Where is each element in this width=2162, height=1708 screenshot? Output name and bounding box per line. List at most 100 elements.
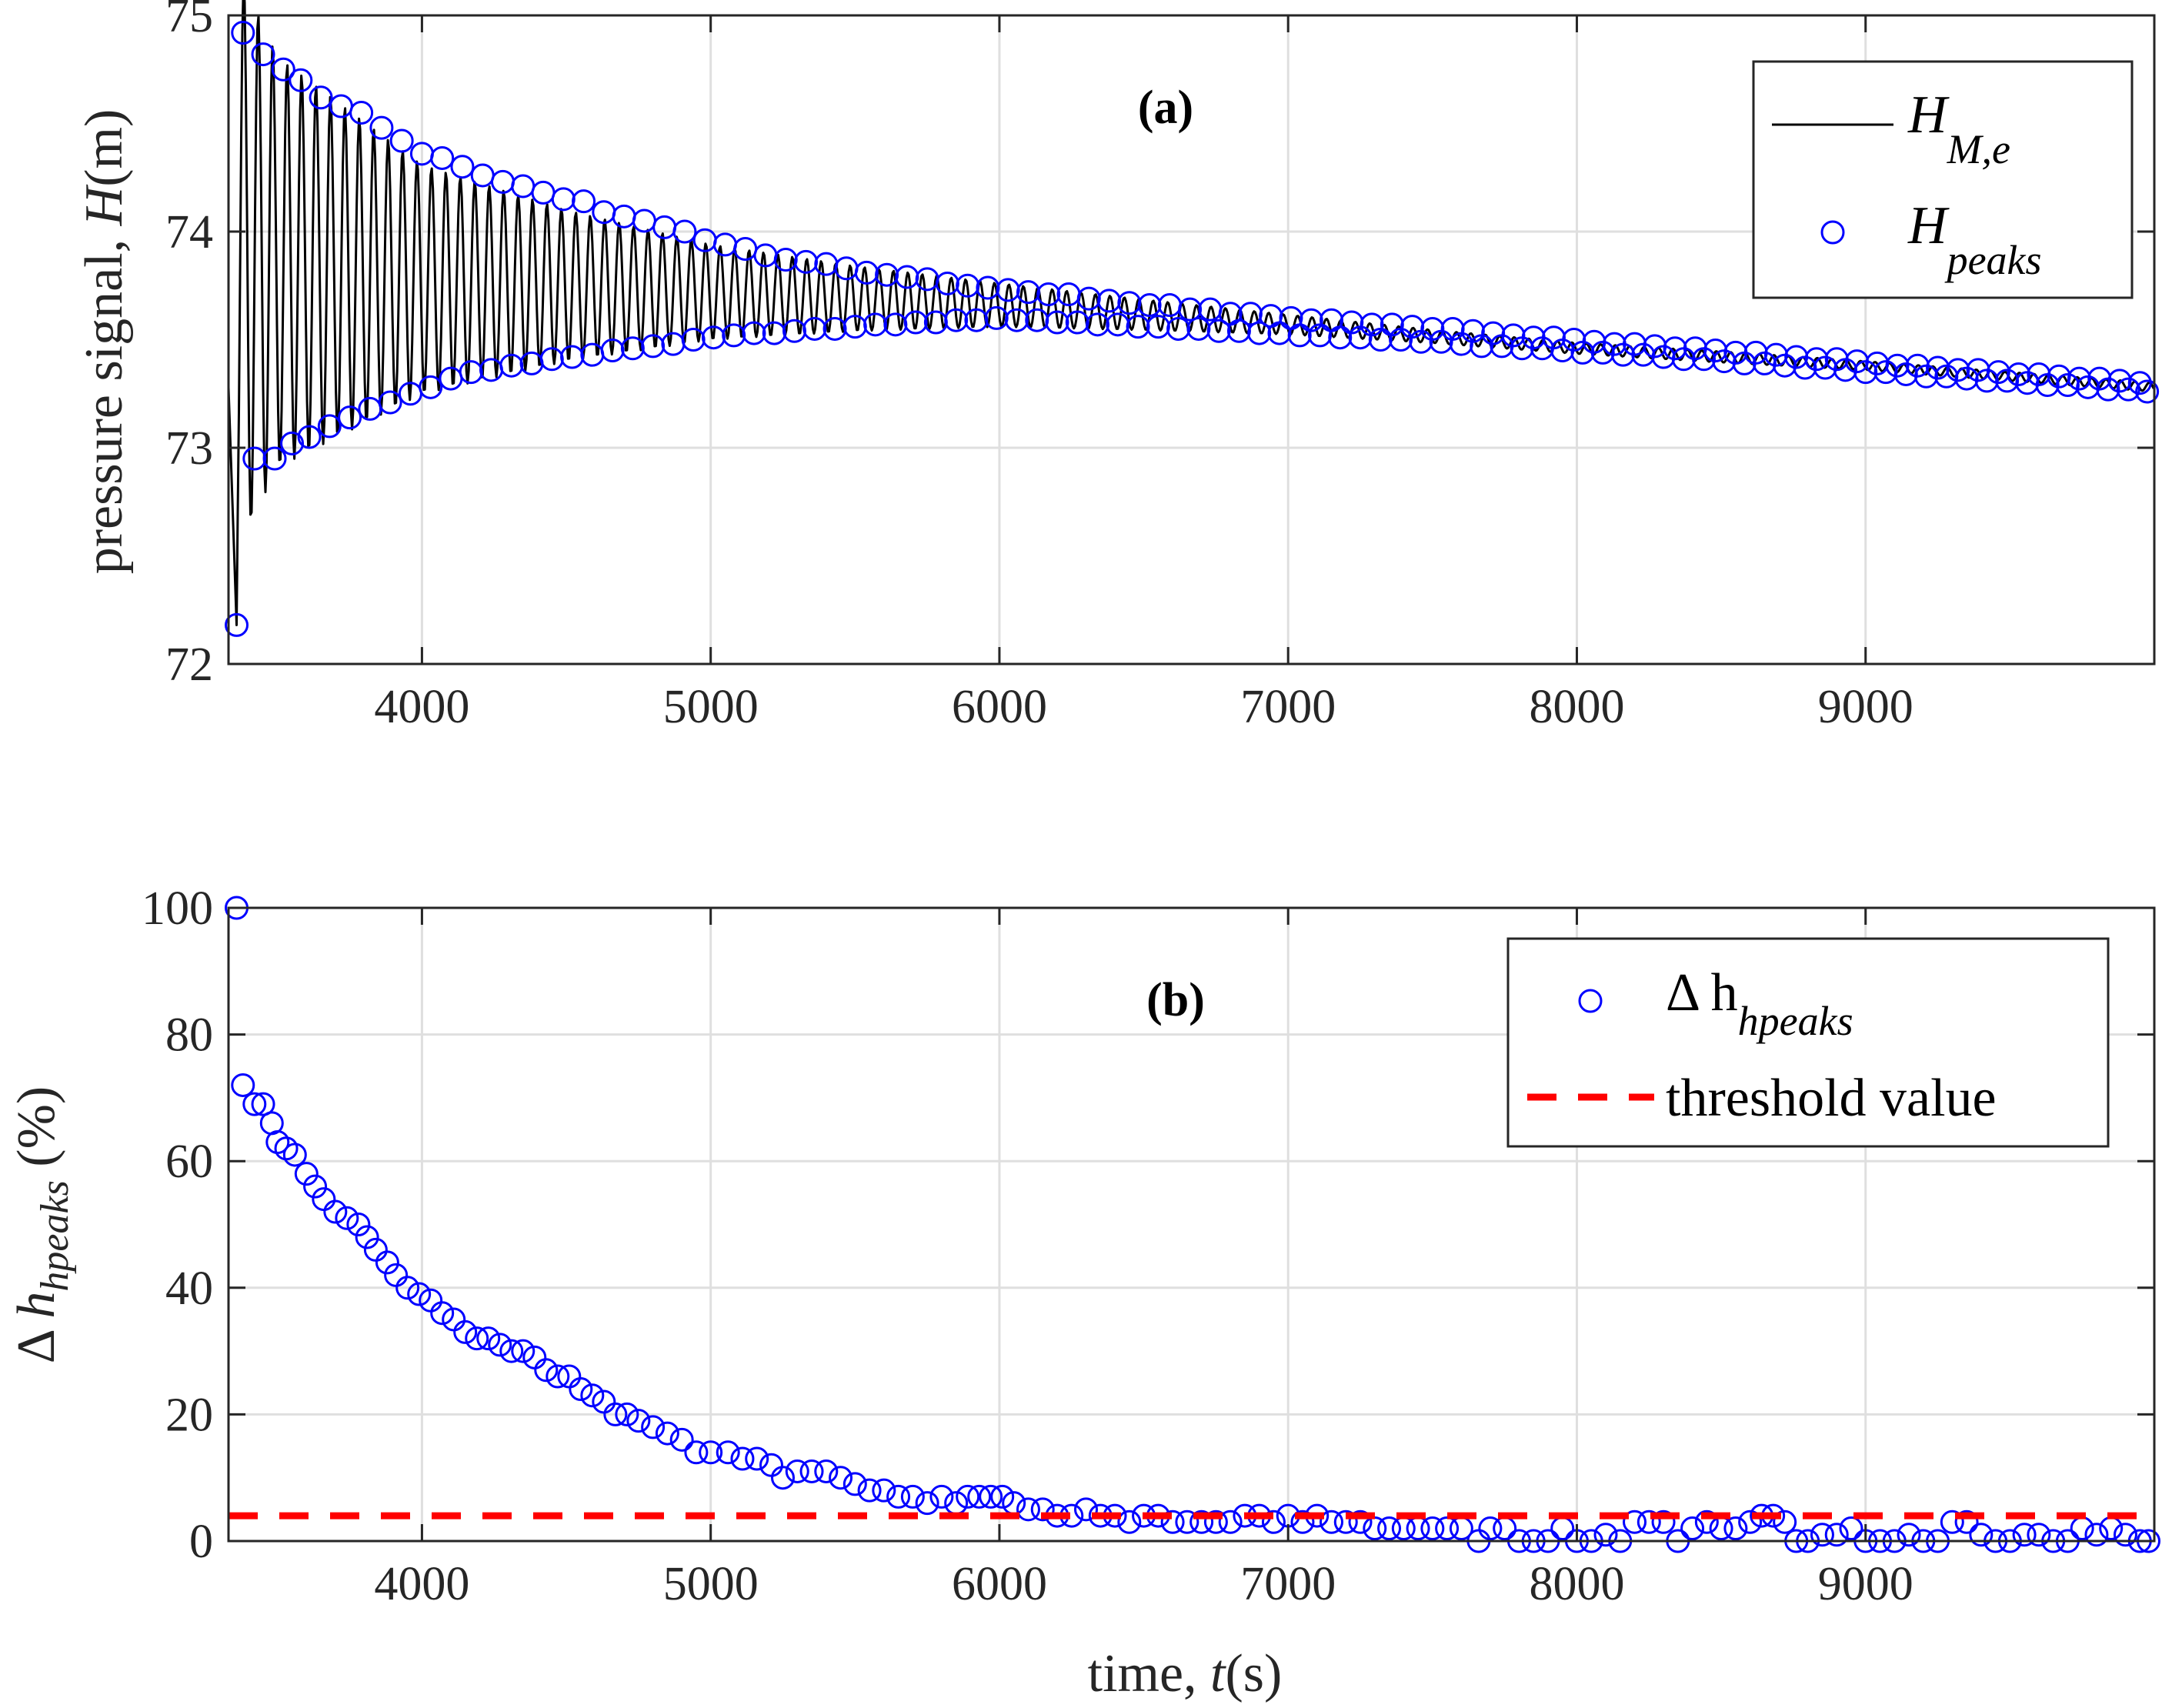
delta-h-marker bbox=[1824, 1523, 1849, 1547]
x-label-text: time, bbox=[1088, 1644, 1210, 1703]
delta-h-marker bbox=[716, 1440, 740, 1465]
delta-h-marker bbox=[2027, 1523, 2051, 1547]
delta-h-marker bbox=[1203, 1510, 1228, 1534]
legend-circle-swatch bbox=[1820, 220, 1845, 245]
legend-circle-swatch bbox=[1578, 989, 1603, 1013]
lower-peak-marker bbox=[1974, 369, 1999, 393]
legend-sub: peaks bbox=[1944, 237, 2042, 283]
upper-peak-marker bbox=[572, 189, 596, 214]
panel-b-label: (b) bbox=[1146, 974, 1205, 1026]
lower-peak-marker bbox=[262, 446, 287, 471]
delta-h-marker bbox=[242, 1092, 267, 1116]
x-tick-label: 4000 bbox=[374, 1558, 469, 1610]
delta-h-marker bbox=[857, 1478, 882, 1503]
legend-entry-H-peaks: Hpeaks bbox=[1907, 196, 2042, 283]
delta-h-marker bbox=[1348, 1510, 1373, 1534]
delta-h-marker bbox=[669, 1427, 694, 1452]
delta-h-marker bbox=[1320, 1510, 1344, 1534]
delta-h-marker bbox=[771, 1466, 796, 1490]
upper-peak-marker bbox=[1036, 282, 1061, 306]
y-label-delta: Δ bbox=[7, 1319, 66, 1364]
delta-h-marker bbox=[395, 1276, 420, 1300]
lower-peak-marker bbox=[225, 612, 249, 637]
delta-h-marker bbox=[282, 1143, 307, 1167]
delta-h-marker bbox=[615, 1402, 639, 1426]
upper-peak-marker bbox=[309, 85, 333, 110]
delta-h-marker bbox=[1897, 1523, 1921, 1547]
lower-peak-marker bbox=[1510, 336, 1534, 361]
lower-peak-marker bbox=[317, 414, 342, 439]
y-label-part-symbol: H bbox=[75, 184, 134, 226]
lower-peak-marker bbox=[1793, 355, 1817, 380]
upper-peak-marker bbox=[672, 219, 697, 244]
delta-h-marker bbox=[407, 1282, 432, 1306]
panel-b-plot-area bbox=[225, 896, 2160, 1553]
y-tick-label: 0 bbox=[189, 1516, 213, 1568]
upper-peak-marker bbox=[389, 128, 414, 153]
delta-h-marker bbox=[1680, 1516, 1705, 1541]
delta-h-marker bbox=[1478, 1516, 1503, 1541]
delta-h-marker bbox=[534, 1358, 559, 1383]
x-tick-label: 9000 bbox=[1818, 681, 1913, 733]
y-tick-label: 20 bbox=[165, 1389, 213, 1441]
delta-h-marker bbox=[1623, 1510, 1647, 1534]
delta-h-marker bbox=[1333, 1510, 1358, 1534]
upper-peak-marker bbox=[349, 100, 374, 125]
delta-h-marker bbox=[699, 1440, 723, 1465]
delta-h-marker bbox=[1117, 1510, 1142, 1534]
delta-h-marker bbox=[1420, 1516, 1445, 1541]
lower-peak-marker bbox=[1287, 323, 1312, 348]
delta-h-marker bbox=[335, 1206, 359, 1230]
delta-h-marker bbox=[872, 1478, 896, 1503]
x-tick-label: 5000 bbox=[663, 1558, 759, 1610]
y-tick-label: 40 bbox=[165, 1263, 213, 1315]
delta-h-marker bbox=[453, 1319, 478, 1344]
delta-h-marker bbox=[546, 1364, 570, 1389]
y-tick-label: 75 bbox=[165, 0, 213, 42]
delta-h-marker bbox=[915, 1491, 939, 1516]
panel-b-y-axis-label: Δ hhpeaks (%) bbox=[7, 1086, 77, 1364]
lower-peak-marker bbox=[338, 405, 362, 430]
delta-h-marker bbox=[626, 1409, 651, 1433]
delta-h-marker bbox=[375, 1250, 399, 1275]
lower-peak-marker bbox=[903, 310, 928, 335]
y-tick-label: 100 bbox=[142, 882, 213, 935]
delta-h-marker bbox=[1160, 1510, 1185, 1534]
delta-h-marker bbox=[511, 1339, 535, 1363]
panel-b-x-axis-label: time, t(s) bbox=[1088, 1644, 1283, 1703]
upper-peak-marker bbox=[450, 155, 475, 179]
panel-b-legend: Δ hhpeaks threshold value bbox=[1506, 937, 2110, 1148]
delta-h-marker bbox=[1773, 1510, 1797, 1534]
delta-h-marker bbox=[1074, 1497, 1099, 1522]
delta-h-marker bbox=[603, 1402, 628, 1426]
y-tick-label: 74 bbox=[165, 206, 213, 259]
upper-peak-marker bbox=[271, 57, 295, 82]
panel-a-plot-area bbox=[225, 0, 2160, 637]
delta-h-marker bbox=[842, 1472, 867, 1496]
delta-h-marker bbox=[2084, 1523, 2109, 1547]
delta-h-marker bbox=[1651, 1510, 1676, 1534]
lower-peak-marker bbox=[297, 425, 322, 449]
delta-h-marker bbox=[979, 1484, 1003, 1509]
delta-h-marker bbox=[1290, 1510, 1315, 1534]
x-tick-label: 5000 bbox=[663, 681, 759, 733]
delta-h-marker bbox=[990, 1484, 1015, 1509]
x-tick-label: 7000 bbox=[1240, 681, 1336, 733]
x-tick-label: 6000 bbox=[952, 1558, 1047, 1610]
lower-peak-marker bbox=[2035, 373, 2060, 398]
panel-b: 4000 5000 6000 7000 8000 9000 0 20 40 60 80 100 (b)… bbox=[7, 882, 2160, 1703]
delta-h-marker bbox=[886, 1484, 911, 1509]
delta-h-marker bbox=[580, 1383, 605, 1408]
delta-h-marker bbox=[1954, 1510, 1979, 1534]
lower-peak-marker bbox=[1732, 351, 1757, 375]
lower-peak-marker bbox=[242, 446, 267, 471]
delta-h-marker bbox=[1175, 1510, 1199, 1534]
delta-h-marker bbox=[1030, 1497, 1055, 1522]
x-tick-label: 9000 bbox=[1818, 1558, 1913, 1610]
delta-h-marker bbox=[1940, 1510, 1964, 1534]
upper-peak-marker bbox=[2127, 371, 2152, 395]
y-label-subscript: hpeaks bbox=[33, 1180, 77, 1291]
legend-main: H bbox=[1907, 85, 1950, 145]
delta-h-marker bbox=[799, 1459, 824, 1483]
